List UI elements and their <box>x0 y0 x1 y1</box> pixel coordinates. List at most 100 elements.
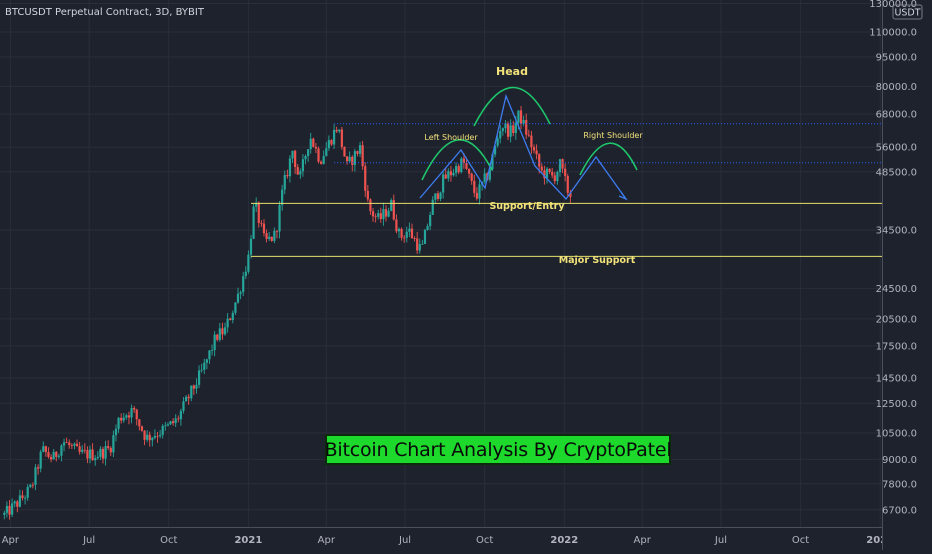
candle-body <box>192 385 195 389</box>
candle-body <box>88 449 92 459</box>
candle-body <box>439 192 442 199</box>
candle-body <box>252 206 255 239</box>
candle-body <box>101 448 105 459</box>
candle-body <box>400 228 403 238</box>
candle-body <box>374 216 377 218</box>
candle-body <box>83 449 86 451</box>
candle-body <box>522 119 525 124</box>
candle-body <box>345 156 349 162</box>
candle-body <box>504 123 507 129</box>
candle-body <box>548 168 551 172</box>
candle-body <box>255 202 258 207</box>
candle-body <box>205 359 208 363</box>
candle-body <box>488 169 491 180</box>
candle-body <box>86 450 89 459</box>
candle-body <box>325 148 328 157</box>
candle-body <box>291 150 294 159</box>
candle-body <box>436 193 440 199</box>
candle-body <box>449 171 453 176</box>
projection-arrowhead <box>618 191 628 201</box>
x-tick-label: Apr <box>318 535 336 546</box>
candle-body <box>418 244 421 251</box>
candle-body <box>26 486 29 498</box>
candle-body <box>200 369 203 371</box>
candle-body <box>366 190 369 200</box>
candle-body <box>177 418 180 420</box>
candle-body <box>179 410 182 420</box>
candle-body <box>514 122 517 134</box>
candle-body <box>138 419 141 427</box>
candle-body <box>330 140 333 145</box>
candle-body <box>57 455 60 457</box>
candle-body <box>361 145 364 167</box>
candle-body <box>387 210 390 217</box>
candle-body <box>525 119 528 135</box>
candle-body <box>304 156 307 160</box>
candle-body <box>161 425 164 435</box>
candle-body <box>151 437 154 441</box>
candle-body <box>236 293 240 303</box>
candle-body <box>499 131 502 139</box>
candle-body <box>273 230 276 241</box>
candle-body <box>278 205 281 232</box>
candle-body <box>351 156 354 165</box>
candle-body <box>239 292 242 294</box>
candle-body <box>16 501 19 507</box>
y-tick-label: 24500.0 <box>876 284 917 295</box>
y-axis[interactable]: 6700.0 7800.0 9000.0 10500.0 12500.0 14500.0 1… <box>869 0 932 550</box>
candle-body <box>512 125 515 134</box>
candle-body <box>65 442 68 444</box>
candle-body <box>496 138 499 146</box>
x-tick-label: Jul <box>398 535 411 546</box>
candle-body <box>49 456 53 460</box>
candle-body <box>426 226 429 230</box>
candle-body <box>356 151 359 154</box>
candle-body <box>94 458 97 461</box>
y-tick-label: 7800.0 <box>882 479 917 490</box>
candle-body <box>244 271 247 277</box>
candle-body <box>348 156 351 162</box>
candle-body <box>223 327 227 335</box>
candle-body <box>262 223 266 234</box>
candle-body <box>338 129 341 132</box>
candle-body <box>397 228 401 232</box>
candle-body <box>483 173 486 182</box>
candle-body <box>281 189 284 206</box>
candle-body <box>501 128 504 132</box>
candle-body <box>442 174 445 193</box>
candle-body <box>408 228 411 232</box>
candle-body <box>286 175 289 177</box>
y-tick-label: 10500.0 <box>876 429 917 440</box>
candle-body <box>140 426 144 431</box>
candle-body <box>203 362 206 370</box>
candle-body <box>538 154 541 167</box>
candle-body <box>369 199 372 212</box>
candle-body <box>314 146 318 149</box>
candle-body <box>174 418 177 424</box>
candle-body <box>187 396 190 399</box>
y-tick-label: 110000.0 <box>869 27 917 38</box>
candle-body <box>62 442 66 446</box>
candle-body <box>429 214 432 227</box>
x-tick-label: Jul <box>82 535 95 546</box>
candle-body <box>34 467 37 485</box>
right-shoulder-arc <box>579 142 638 176</box>
candle-body <box>470 173 473 181</box>
x-axis-background <box>0 527 882 550</box>
pattern-projection-line <box>419 93 627 201</box>
candle-body <box>312 138 315 147</box>
candle-body <box>379 213 382 220</box>
candle-body <box>135 409 138 420</box>
y-tick-label: 20500.0 <box>876 314 917 325</box>
candle-body <box>343 146 346 157</box>
candle-body <box>460 158 463 173</box>
candle-body <box>353 151 356 165</box>
currency-box <box>892 4 923 20</box>
candle-body <box>423 229 427 244</box>
x-tick-label: Oct <box>160 535 177 546</box>
right-shoulder-label: Right Shoulder <box>583 131 643 140</box>
candle-body <box>78 446 81 452</box>
x-tick-label: Apr <box>634 535 652 546</box>
